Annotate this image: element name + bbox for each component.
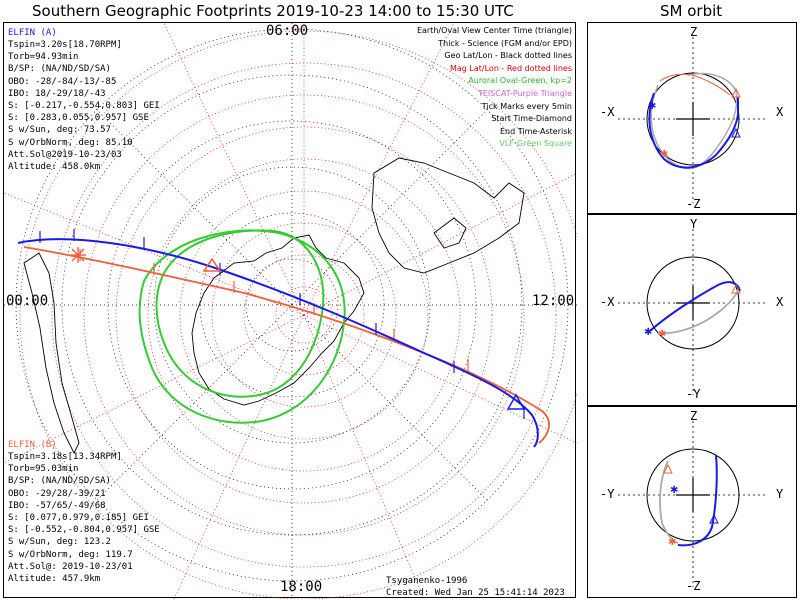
legend-item: TEISCAT-Purple Triangle — [477, 88, 572, 98]
legend-item: Start Time-Diamond — [491, 114, 572, 124]
elfin-a-name: ELFIN (A) — [8, 28, 57, 38]
svg-text:✱: ✱ — [660, 149, 668, 160]
geo-grid — [4, 23, 577, 599]
sm1-right-label: X — [776, 105, 784, 119]
sm2-left-label: -X — [600, 295, 615, 309]
svg-text:✱: ✱ — [648, 101, 656, 112]
page-title: Southern Geographic Footprints 2019-10-2… — [32, 2, 514, 20]
elfin-a-line: Torb=94.93min — [8, 52, 79, 63]
elfin-a-ticks — [39, 229, 525, 419]
svg-text:✱: ✱ — [644, 327, 652, 338]
elfin-a-line: S: [-0.217,-0.554,0.803] GEI — [8, 101, 160, 112]
sm-panel-yz[interactable]: ✱ ✱ Z -Z -Y Y — [587, 406, 797, 598]
sm2-top-label: Y — [690, 217, 698, 231]
clock-label-bottom: 18:00 — [280, 579, 323, 595]
elfin-a-track — [17, 238, 539, 448]
mag-grid — [4, 23, 577, 599]
auroral-oval — [138, 229, 346, 424]
model-credit: Tsyganenko-1996 — [386, 576, 468, 586]
sm2-bottom-label: -Y — [686, 387, 701, 401]
svg-text:✱: ✱ — [670, 485, 678, 496]
elfin-a-line: IBO: 18/-29/18/-43 — [8, 88, 106, 99]
elfin-b-line: S w/OrbNorm, deg: 119.7 — [8, 549, 133, 560]
elfin-b-line: OBO: -29/28/-39/21 — [8, 488, 106, 499]
legend-item: VLF-Green Square — [499, 139, 572, 149]
elfin-a-line: S w/OrbNorm, deg: 85.10 — [8, 137, 133, 148]
elfin-a-line: Tspin=3.20s[18.70RPM] — [8, 40, 122, 50]
elfin-b-name: ELFIN (B) — [8, 440, 57, 450]
elfin-a-line: OBO: -28/-84/-13/-85 — [8, 76, 117, 87]
elfin-b-line: Torb=95.03min — [8, 464, 79, 475]
legend-item: Mag Lat/Lon - Red dotted lines — [449, 63, 572, 73]
clock-label-top: 06:00 — [266, 23, 309, 39]
elfin-b-line: Tspin=3.18s[13.34RPM] — [8, 452, 122, 462]
sm3-right-label: Y — [776, 487, 784, 501]
elfin-a-line: Att.Sol@2019-10-23/03 — [8, 149, 122, 160]
legend-item: Earth/Oval View Center Time (triangle) — [416, 26, 572, 35]
elfin-b-view-triangle — [202, 257, 222, 272]
sm-panel-xz[interactable]: ✱ ✱ Z -Z -X X — [587, 22, 797, 214]
elfin-a-info: Tspin=3.20s[18.70RPM] Torb=94.93min B/SP: … — [8, 39, 160, 173]
sm-panel-xy[interactable]: ✱ ✱ Y -Y -X X — [587, 214, 797, 406]
elfin-b-line: Altitude: 457.9km — [8, 574, 101, 585]
svg-text:✱: ✱ — [658, 329, 666, 340]
clock-label-right: 12:00 — [532, 293, 575, 309]
footprint-map — [4, 23, 577, 599]
elfin-b-ticks — [79, 249, 469, 371]
footprint-map-panel[interactable]: 06:00 00:00 12:00 18:00 ELFIN (A) Tspin=… — [3, 22, 577, 599]
legend-item: End Time-Asterisk — [499, 126, 572, 136]
elfin-a-line: S: [0.283,0.055,0.957] GSE — [8, 113, 149, 124]
sm1-top-label: Z — [690, 25, 698, 39]
sm-orbit-yz: ✱ ✱ — [618, 421, 768, 587]
legend-item: Auroral Oval-Green, kp=2 — [468, 76, 572, 86]
coastlines — [23, 157, 525, 455]
sm1-bottom-label: -Z — [686, 197, 701, 211]
sm3-top-label: Z — [690, 409, 698, 423]
elfin-b-line: S: [0.077,0.979,0.185] GEI — [8, 513, 149, 524]
elfin-a-line: S w/Sun, deg: 73.57 — [8, 125, 111, 136]
sm-orbit-xz: ✱ ✱ — [618, 37, 768, 203]
map-legend: Earth/Oval View Center Time (triangle) Th… — [417, 25, 572, 151]
elfin-a-view-triangle — [506, 393, 526, 410]
elfin-b-line: S: [-0.552,-0.804,0.957] GSE — [8, 525, 160, 536]
elfin-a-line: B/SP: (NA/ND/SD/SA) — [8, 64, 111, 75]
sm3-bottom-label: -Z — [686, 579, 701, 593]
elfin-b-line: Att.Sol@: 2019-10-23/01 — [8, 561, 133, 572]
sm2-right-label: X — [776, 295, 784, 309]
svg-text:✱: ✱ — [668, 537, 676, 548]
elfin-a-line: Altitude: 458.0km — [8, 162, 101, 173]
elfin-b-track — [23, 246, 550, 444]
sm-orbit-title: SM orbit — [660, 2, 723, 20]
sm3-left-label: -Y — [600, 487, 615, 501]
legend-item: Geo Lat/Lon - Black dotted lines — [444, 51, 572, 61]
elfin-b-line: S w/Sun, deg: 123.2 — [8, 537, 111, 548]
sm-orbit-xy: ✱ ✱ — [618, 229, 768, 395]
legend-item: Thick - Science (FGM and/or EPD) — [438, 38, 572, 48]
clock-label-left: 00:00 — [6, 293, 49, 309]
sm1-left-label: -X — [600, 105, 615, 119]
legend-item: Tick Marks every 5min — [481, 101, 572, 111]
created-timestamp: Created: Wed Jan 25 15:41:14 2023 — [386, 588, 565, 598]
elfin-b-line: IBO: -57/65/-49/68 — [8, 500, 106, 511]
elfin-b-line: B/SP: (NA/ND/SD/SA) — [8, 476, 111, 487]
elfin-b-info: Tspin=3.18s[13.34RPM] Torb=95.03min B/SP: … — [8, 451, 160, 585]
elfin-b-end-asterisk — [70, 247, 86, 263]
